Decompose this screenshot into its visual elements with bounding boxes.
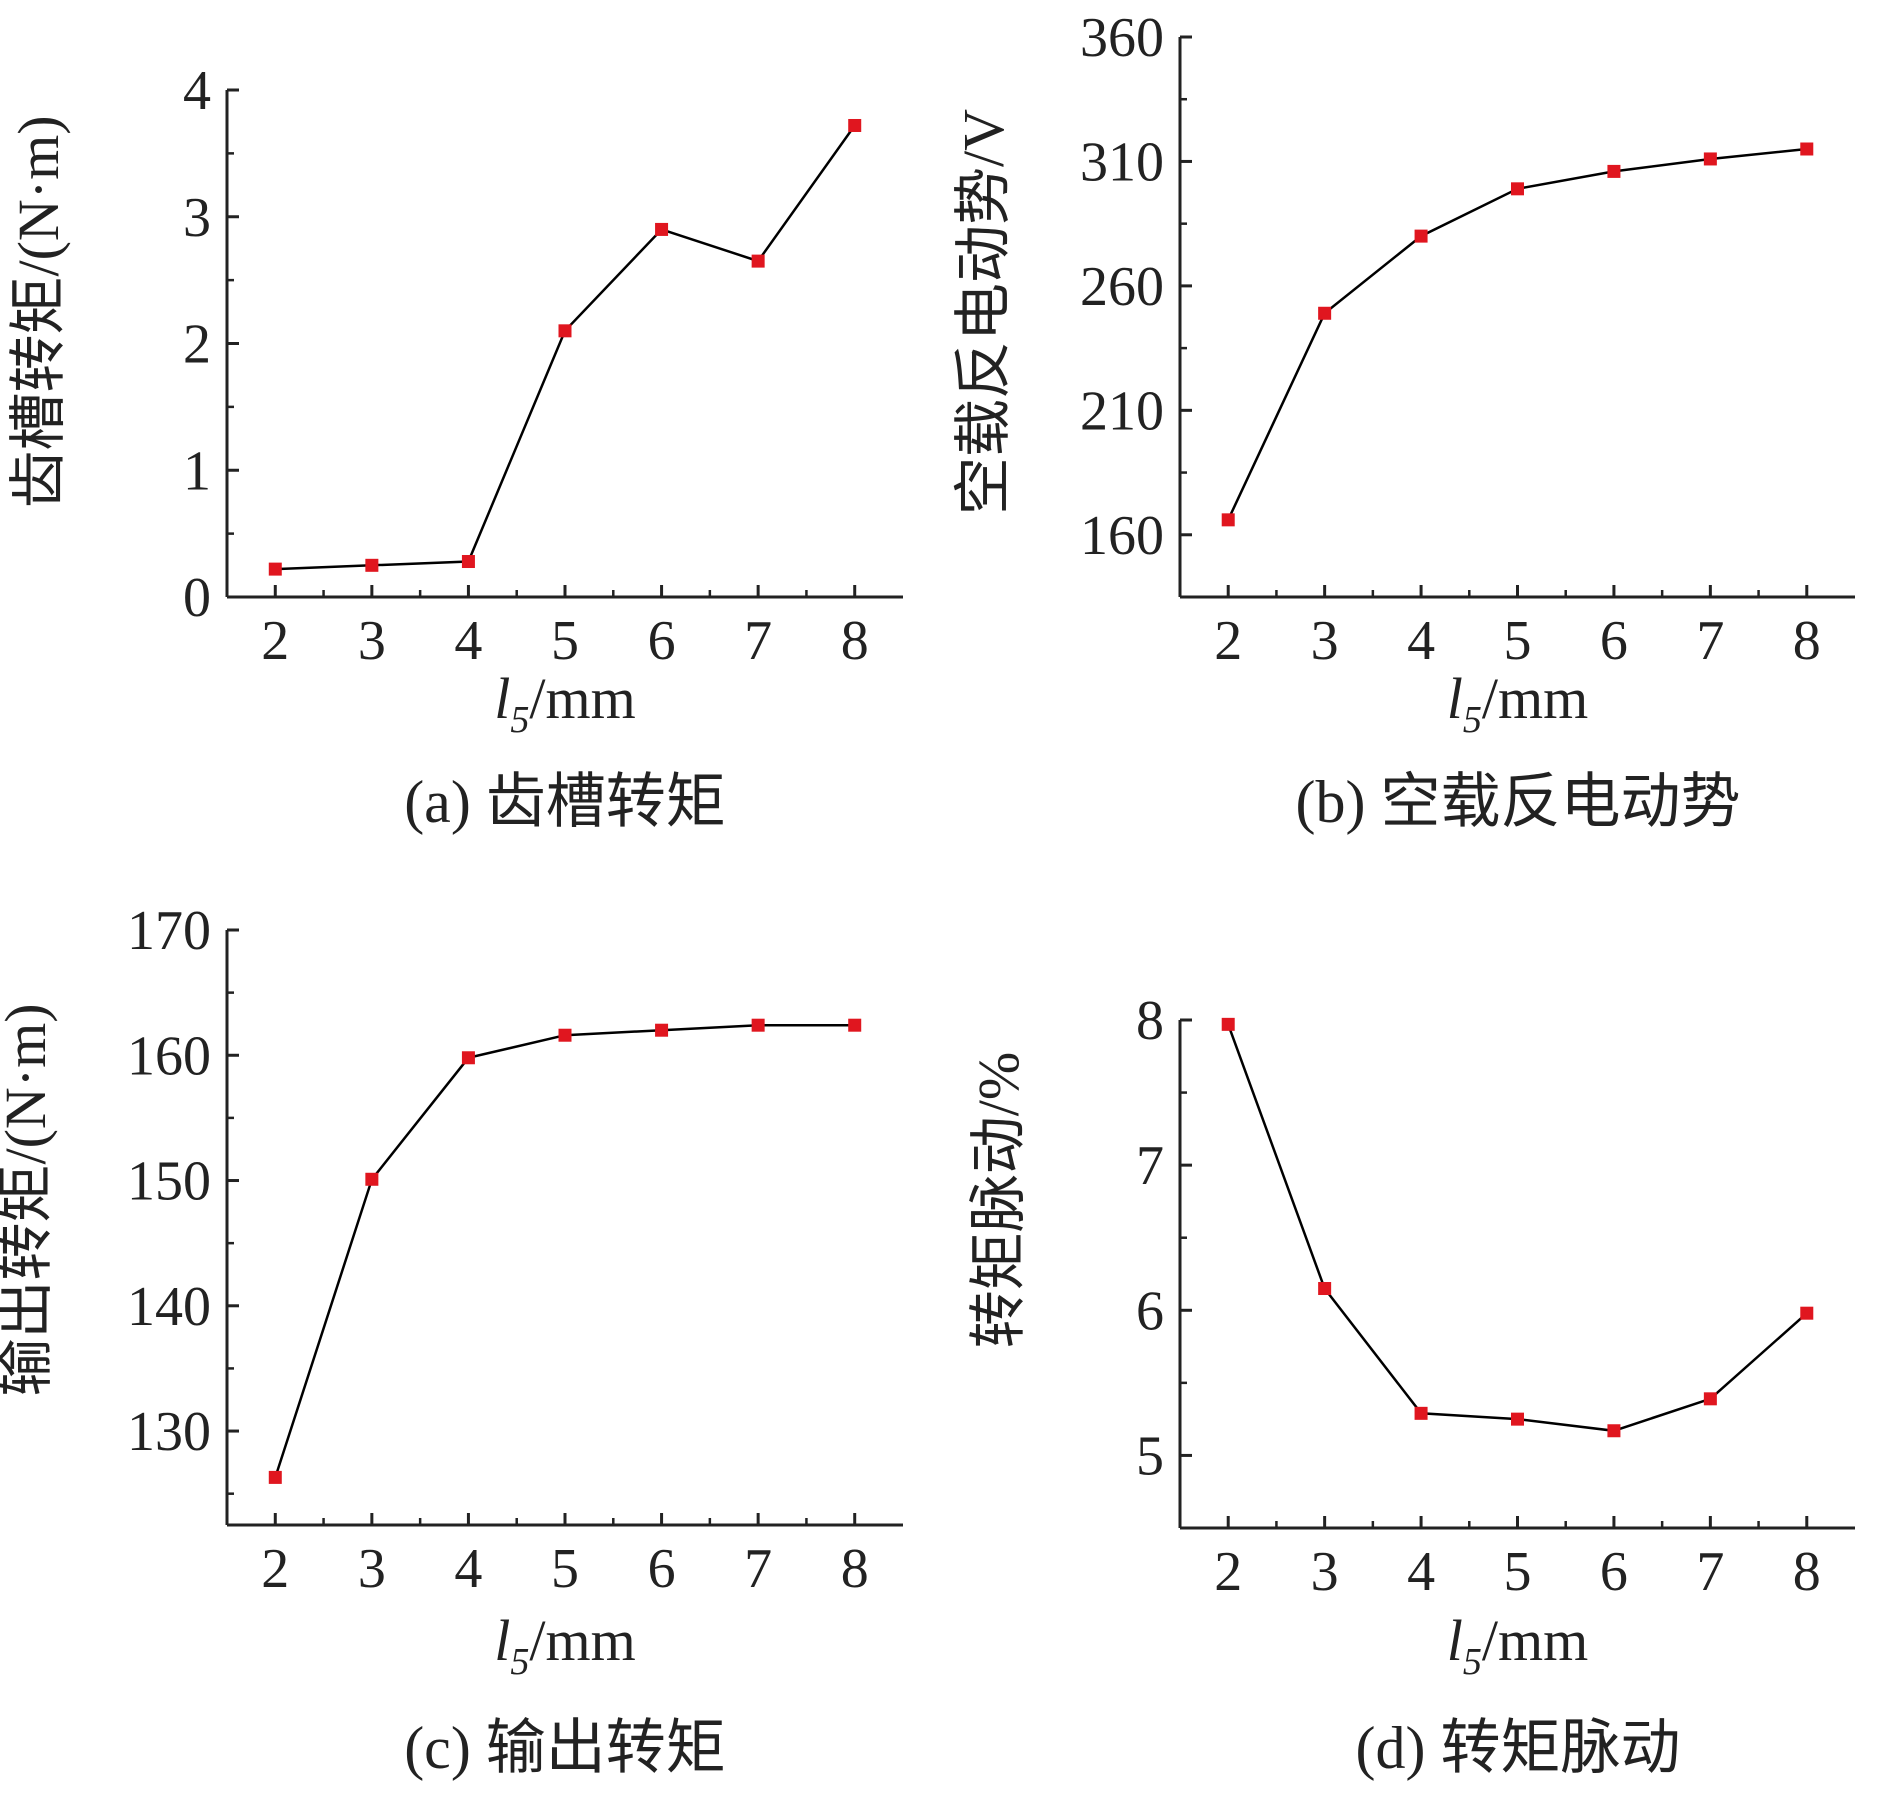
x-tick-label: 7 (744, 1538, 772, 1600)
x-tick-label: 5 (551, 610, 579, 672)
x-tick-label: 8 (1793, 610, 1821, 672)
data-point (848, 118, 862, 132)
data-point (848, 1018, 862, 1032)
x-tick-label: 7 (1696, 610, 1724, 672)
x-tick-label: 3 (1311, 1541, 1339, 1603)
x-tick-label: 8 (841, 610, 869, 672)
x-tick-label: 4 (1407, 610, 1435, 672)
data-point (655, 1023, 669, 1037)
x-tick-label: 6 (1600, 1541, 1628, 1603)
y-tick-label: 160 (1080, 505, 1164, 567)
x-tick-label: 3 (1311, 610, 1339, 672)
data-point (1703, 1392, 1717, 1406)
data-point (461, 555, 475, 569)
x-tick-label: 5 (1504, 1541, 1532, 1603)
x-tick-label: 8 (841, 1538, 869, 1600)
y-tick-label: 5 (1136, 1425, 1164, 1487)
data-point (268, 1470, 282, 1484)
data-point (365, 1172, 379, 1186)
x-axis-title: l5/mm (494, 1608, 635, 1683)
y-tick-label: 7 (1136, 1135, 1164, 1197)
data-point (1800, 142, 1814, 156)
x-tick-label: 4 (454, 1538, 482, 1600)
data-point (1221, 1017, 1235, 1031)
data-point (1607, 1424, 1621, 1438)
data-point (558, 324, 572, 338)
chart-panel: 2 3 4 5 6 7 8 130 140 150 160 170 输出转矩/(N·m) l5/mm (c)… (0, 900, 903, 1781)
y-tick-label: 260 (1080, 256, 1164, 318)
chart-caption: (b) 空载反电动势 (1296, 769, 1741, 835)
x-tick-label: 2 (261, 610, 289, 672)
y-tick-label: 210 (1080, 380, 1164, 442)
y-axis-title: 空载反电动势/V (951, 109, 1016, 515)
x-tick-label: 5 (1504, 610, 1532, 672)
y-tick-label: 2 (183, 314, 211, 376)
data-point (1800, 1306, 1814, 1320)
y-tick-label: 150 (127, 1151, 211, 1213)
y-tick-label: 3 (183, 187, 211, 249)
x-tick-label: 3 (358, 1538, 386, 1600)
y-tick-label: 140 (127, 1276, 211, 1338)
x-tick-label: 8 (1793, 1541, 1821, 1603)
chart-panel: 2 3 4 5 6 7 8 160 210 260 310 360 空载反电动势/V l5/mm (b) 空… (951, 7, 1855, 835)
y-tick-label: 310 (1080, 131, 1164, 193)
y-tick-label: 6 (1136, 1280, 1164, 1342)
data-point (558, 1028, 572, 1042)
x-tick-label: 6 (1600, 610, 1628, 672)
chart-caption: (a) 齿槽转矩 (404, 769, 726, 835)
chart-panel: 2 3 4 5 6 7 8 0 1 2 3 4 齿槽转矩/(N·m) l5/mm (a) 齿槽转矩 (6, 60, 903, 835)
data-point (461, 1051, 475, 1065)
data-point (1703, 152, 1717, 166)
x-tick-label: 7 (1696, 1541, 1724, 1603)
x-tick-label: 2 (1214, 1541, 1242, 1603)
x-tick-label: 6 (648, 610, 676, 672)
data-point (751, 254, 765, 268)
x-tick-label: 7 (744, 610, 772, 672)
data-point (751, 1018, 765, 1032)
y-tick-label: 130 (127, 1401, 211, 1463)
x-tick-label: 6 (648, 1538, 676, 1600)
y-tick-label: 1 (183, 440, 211, 502)
x-axis-title: l5/mm (1447, 1608, 1588, 1683)
data-point (655, 222, 669, 236)
data-point (1414, 229, 1428, 243)
data-point (1511, 1412, 1524, 1426)
y-tick-label: 8 (1136, 990, 1164, 1052)
x-tick-label: 2 (261, 1538, 289, 1600)
x-tick-label: 5 (551, 1538, 579, 1600)
x-tick-label: 4 (1407, 1541, 1435, 1603)
data-point (1414, 1406, 1428, 1420)
x-axis-title: l5/mm (494, 666, 635, 741)
data-point (1318, 306, 1332, 320)
y-tick-label: 4 (183, 60, 211, 122)
data-point (1318, 1282, 1332, 1296)
x-tick-label: 2 (1214, 610, 1242, 672)
chart-panel: 2 3 4 5 6 7 8 5 6 7 8 转矩脉动/% l5/mm (d) 转矩脉动 (966, 990, 1855, 1781)
y-tick-label: 360 (1080, 7, 1164, 69)
series-line (1227, 147, 1807, 521)
data-point (1221, 513, 1235, 527)
y-tick-label: 0 (183, 567, 211, 629)
y-axis-title: 齿槽转矩/(N·m) (6, 115, 71, 508)
series-line (1227, 1023, 1808, 1433)
x-tick-label: 4 (454, 610, 482, 672)
data-point (365, 558, 379, 572)
y-tick-label: 160 (127, 1025, 211, 1087)
data-point (1511, 182, 1524, 196)
chart-caption: (c) 输出转矩 (404, 1715, 726, 1781)
y-tick-label: 170 (127, 900, 211, 962)
series-line (275, 124, 856, 571)
x-tick-label: 3 (358, 610, 386, 672)
chart-caption: (d) 转矩脉动 (1356, 1715, 1681, 1781)
y-axis-title: 输出转矩/(N·m) (0, 1003, 58, 1396)
data-point (268, 562, 282, 576)
data-point (1607, 164, 1621, 178)
y-axis-title: 转矩脉动/% (966, 1052, 1031, 1348)
series-line (274, 1023, 855, 1478)
x-axis-title: l5/mm (1447, 666, 1588, 741)
